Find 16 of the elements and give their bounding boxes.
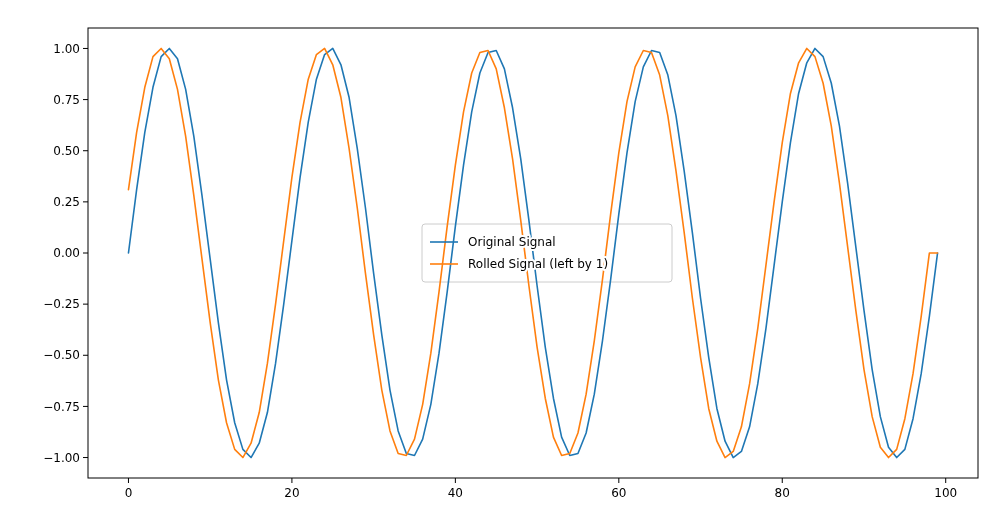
x-tick-label: 80 <box>774 486 790 500</box>
y-tick-label: −0.50 <box>43 348 80 363</box>
y-tick-label: 0.25 <box>53 195 80 210</box>
x-tick-label: 40 <box>447 486 463 500</box>
x-tick-label: 100 <box>934 486 958 500</box>
x-tick-label: 60 <box>611 486 627 500</box>
line-series <box>127 47 939 459</box>
y-tick-label: 0.75 <box>53 92 80 107</box>
x-tick-label: 0 <box>124 486 133 500</box>
y-tick-label: 0.00 <box>53 246 80 261</box>
y-tick-label: 1.00 <box>53 41 80 56</box>
y-tick-label: −1.00 <box>43 450 80 465</box>
y-tick-label: −0.75 <box>43 399 80 414</box>
x-tick-label: 20 <box>284 486 300 500</box>
y-tick-label: 0.50 <box>53 143 80 158</box>
y-tick-label: −0.25 <box>43 297 80 312</box>
